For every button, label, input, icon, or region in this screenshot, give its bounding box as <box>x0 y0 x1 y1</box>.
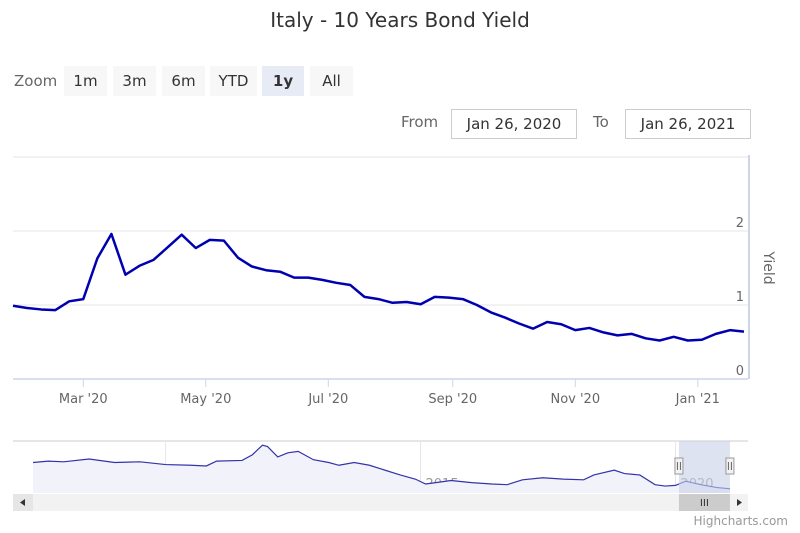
yield-series-line <box>12 232 745 342</box>
y-axis-title: Yield <box>760 250 776 284</box>
x-tick-label: Mar '20 <box>59 392 108 407</box>
x-tick-label: Nov '20 <box>550 392 600 407</box>
navigator-handle-right[interactable] <box>725 457 735 475</box>
highcharts-credit[interactable]: Highcharts.com <box>693 514 788 528</box>
to-date-input[interactable]: Jan 26, 2021 <box>625 109 751 139</box>
x-tick-label: Jul '20 <box>307 392 348 407</box>
range-button-all[interactable]: All <box>310 66 353 96</box>
from-label: From <box>401 113 439 131</box>
scrollbar-track[interactable] <box>13 494 748 511</box>
zoom-label: Zoom <box>14 72 58 90</box>
grip-icon <box>700 499 708 506</box>
navigator-series-line <box>32 444 731 490</box>
range-button-6m[interactable]: 6m <box>162 66 205 96</box>
arrow-left-icon <box>20 499 25 506</box>
chart-title: Italy - 10 Years Bond Yield <box>270 8 530 32</box>
to-label: To <box>593 113 609 131</box>
x-tick-label: May '20 <box>180 392 231 407</box>
x-tick-label: Sep '20 <box>428 392 477 407</box>
x-tick-label: Jan '21 <box>675 392 720 407</box>
navigator-handle-left[interactable] <box>674 457 684 475</box>
grip-icon <box>676 462 681 470</box>
range-button-1m[interactable]: 1m <box>64 66 107 96</box>
range-button-1y[interactable]: 1y <box>262 66 304 96</box>
range-button-3m[interactable]: 3m <box>113 66 156 96</box>
range-button-ytd[interactable]: YTD <box>210 66 257 96</box>
from-date-input[interactable]: Jan 26, 2020 <box>451 109 577 139</box>
y-tick-label: 2 <box>736 216 744 231</box>
arrow-right-icon <box>737 499 742 506</box>
grip-icon <box>727 462 732 470</box>
navigator-selected-range[interactable] <box>678 441 730 493</box>
y-tick-label: 1 <box>736 290 744 305</box>
y-tick-label: 0 <box>736 364 744 379</box>
